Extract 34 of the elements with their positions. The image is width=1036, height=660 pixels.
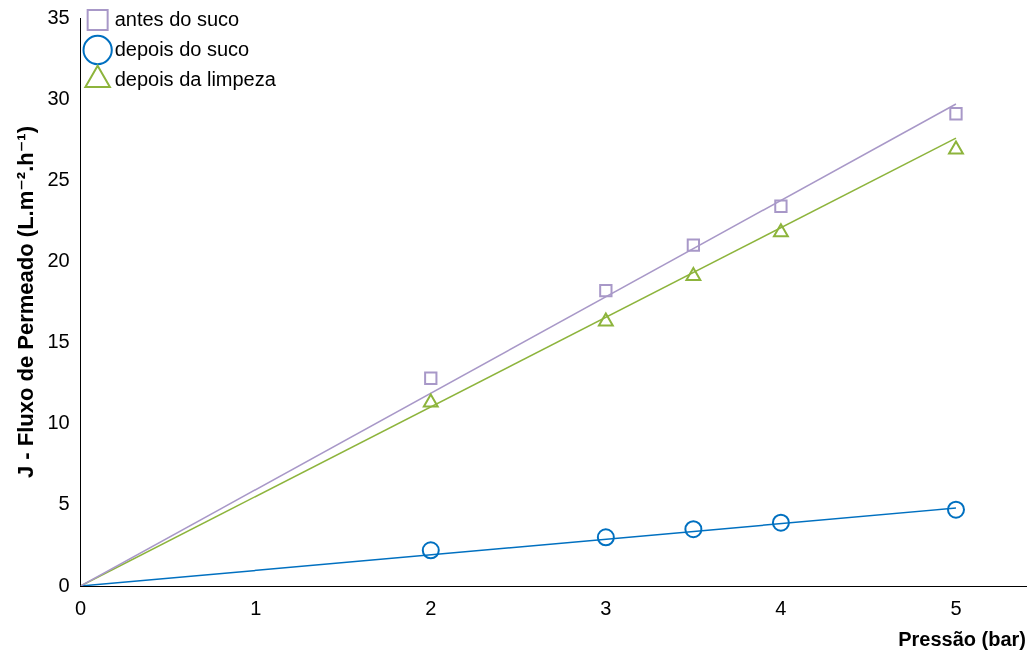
point	[771, 513, 790, 532]
legend-label: antes do suco	[114, 7, 240, 30]
y-tick-label: 10	[47, 411, 70, 434]
point	[686, 238, 701, 252]
y-tick-label: 20	[47, 248, 70, 271]
x-tick-label: 1	[250, 596, 262, 619]
point	[597, 312, 614, 327]
x-tick-label: 0	[75, 596, 87, 619]
point	[685, 267, 702, 282]
point	[946, 500, 965, 519]
y-tick-label: 0	[58, 573, 70, 596]
x-tick-label: 3	[600, 596, 612, 619]
legend-label: depois da limpeza	[114, 67, 277, 90]
point	[424, 371, 438, 385]
y-tick-label: 5	[58, 492, 70, 515]
x-axis-title: Pressão (bar)	[898, 627, 1026, 650]
point	[596, 528, 615, 547]
x-tick-label: 2	[425, 596, 437, 619]
point	[948, 140, 964, 155]
point	[599, 283, 613, 298]
y-tick-label: 15	[47, 330, 70, 353]
point	[684, 520, 703, 539]
y-axis-title: J - Fluxo de Permeado (L.m⁻².h⁻¹)	[13, 125, 39, 479]
y-tick-label: 35	[47, 5, 70, 28]
point	[422, 393, 439, 408]
point	[949, 107, 963, 121]
y-tick-label: 30	[47, 86, 70, 109]
legend-label: depois do suco	[114, 37, 250, 60]
point	[421, 541, 440, 560]
y-tick-label: 25	[47, 167, 70, 190]
point	[772, 223, 789, 238]
point	[774, 199, 788, 213]
x-tick-label: 5	[950, 596, 962, 619]
x-tick-label: 4	[775, 596, 787, 619]
